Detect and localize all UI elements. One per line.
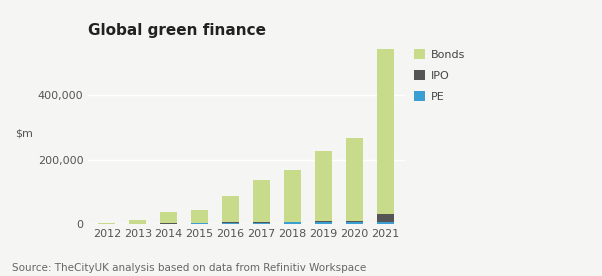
Bar (315, 221, 332, 222)
Bar (191, 209, 208, 223)
Bar (284, 170, 301, 222)
Bar (98, 223, 116, 224)
Bar (191, 223, 208, 224)
Legend: Bonds, IPO, PE: Bonds, IPO, PE (414, 49, 465, 102)
Bar (346, 221, 363, 222)
Bar (377, 214, 394, 222)
Y-axis label: $m: $m (15, 129, 33, 139)
Text: Source: TheCityUK analysis based on data from Refinitiv Workspace: Source: TheCityUK analysis based on data… (12, 263, 366, 273)
Bar (222, 223, 239, 224)
Bar (377, 49, 394, 214)
Bar (315, 222, 332, 224)
Bar (222, 196, 239, 222)
Bar (222, 222, 239, 223)
Bar (346, 137, 363, 221)
Bar (253, 223, 270, 224)
Bar (284, 222, 301, 224)
Bar (253, 180, 270, 222)
Bar (253, 222, 270, 223)
Bar (129, 220, 146, 224)
Bar (377, 222, 394, 224)
Bar (346, 222, 363, 224)
Bar (315, 151, 332, 221)
Bar (160, 212, 177, 223)
Text: Global green finance: Global green finance (88, 23, 266, 38)
